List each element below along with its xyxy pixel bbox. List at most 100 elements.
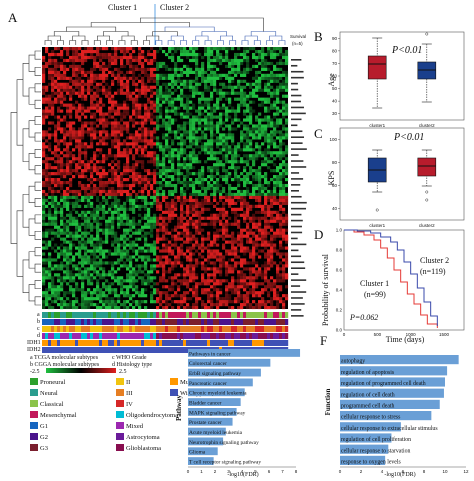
- heatmap-cell: [216, 282, 220, 286]
- heatmap-cell: [129, 175, 133, 179]
- heatmap-cell: [99, 148, 103, 152]
- heatmap-cell: [111, 73, 115, 77]
- heatmap-cell: [81, 67, 85, 72]
- heatmap-cell: [273, 237, 277, 241]
- heatmap-cell: [63, 216, 67, 220]
- heatmap-cell: [231, 231, 235, 235]
- heatmap-cell: [42, 145, 46, 149]
- heatmap-cell: [189, 210, 193, 214]
- heatmap-cell: [81, 216, 85, 220]
- heatmap-cell: [99, 297, 103, 301]
- heatmap-cell: [243, 85, 247, 89]
- heatmap-cell: [135, 133, 139, 137]
- heatmap-cell: [90, 145, 94, 149]
- heatmap-cell: [207, 124, 211, 128]
- heatmap-cell: [102, 300, 106, 304]
- heatmap-cell: [135, 198, 139, 203]
- heatmap-cell: [141, 228, 145, 232]
- heatmap-cell: [114, 130, 118, 134]
- heatmap-cell: [132, 145, 136, 149]
- heatmap-cell: [255, 169, 259, 173]
- heatmap-cell: [63, 225, 67, 229]
- heatmap-cell: [129, 279, 133, 283]
- heatmap-cell: [177, 151, 181, 155]
- heatmap-cell: [210, 291, 214, 295]
- heatmap-cell: [183, 70, 187, 74]
- heatmap-cell: [243, 142, 247, 146]
- heatmap-cell: [120, 180, 124, 185]
- heatmap-cell: [162, 64, 166, 69]
- heatmap-cell: [150, 249, 154, 253]
- heatmap-cell: [144, 130, 148, 134]
- heatmap-cell: [87, 133, 91, 137]
- heatmap-cell: [138, 47, 142, 51]
- heatmap-cell: [48, 258, 52, 262]
- heatmap-cell: [105, 180, 109, 185]
- heatmap-cell: [183, 231, 187, 235]
- heatmap-cell: [255, 273, 259, 277]
- heatmap-cell: [84, 175, 88, 179]
- heatmap-cell: [168, 166, 172, 170]
- heatmap-cell: [135, 163, 139, 167]
- gene-label: [291, 178, 304, 180]
- heatmap-cell: [48, 172, 52, 176]
- heatmap-cell: [210, 219, 214, 223]
- heatmap-cell: [87, 49, 91, 54]
- heatmap-cell: [135, 139, 139, 143]
- heatmap-cell: [201, 118, 205, 122]
- heatmap-cell: [138, 175, 142, 179]
- heatmap-cell: [141, 121, 145, 125]
- heatmap-cell: [255, 183, 259, 188]
- heatmap-cell: [138, 195, 142, 200]
- heatmap-cell: [45, 172, 49, 176]
- heatmap-cell: [183, 175, 187, 179]
- heatmap-cell: [171, 243, 175, 247]
- heatmap-cell: [45, 267, 49, 271]
- heatmap-cell: [141, 85, 145, 89]
- heatmap-cell: [192, 198, 196, 203]
- heatmap-cell: [210, 175, 214, 179]
- heatmap-cell: [252, 55, 256, 60]
- heatmap-cell: [252, 219, 256, 223]
- heatmap-cell: [147, 67, 151, 72]
- heatmap-cell: [54, 288, 58, 292]
- heatmap-cell: [117, 73, 121, 77]
- heatmap-cell: [66, 222, 70, 226]
- heatmap-cell: [210, 294, 214, 298]
- heatmap-cell: [240, 139, 244, 143]
- heatmap-cell: [177, 294, 181, 298]
- heatmap-cell: [123, 279, 127, 283]
- gene-label: [291, 106, 304, 109]
- heatmap-cell: [282, 231, 286, 235]
- heatmap-cell: [258, 145, 262, 149]
- heatmap-cell: [237, 261, 241, 265]
- heatmap-cell: [144, 58, 148, 63]
- heatmap-cell: [144, 186, 148, 191]
- heatmap-cell: [54, 210, 58, 214]
- heatmap-cell: [225, 58, 229, 63]
- heatmap-cell: [183, 234, 187, 238]
- heatmap-cell: [255, 88, 259, 92]
- heatmap-cell: [165, 216, 169, 220]
- heatmap-cell: [246, 55, 250, 60]
- heatmap-cell: [252, 195, 256, 200]
- heatmap-cell: [117, 183, 121, 188]
- heatmap-cell: [117, 279, 121, 283]
- heatmap-cell: [159, 160, 163, 164]
- heatmap-cell: [198, 136, 202, 140]
- heatmap-cell: [111, 47, 115, 51]
- heatmap-cell: [282, 106, 286, 110]
- heatmap-cell: [207, 231, 211, 235]
- heatmap-cell: [270, 130, 274, 134]
- heatmap-cell: [243, 216, 247, 220]
- heatmap-cell: [150, 160, 154, 164]
- heatmap-cell: [228, 151, 232, 155]
- heatmap-cell: [105, 82, 109, 86]
- heatmap-cell: [45, 222, 49, 226]
- heatmap-cell: [240, 261, 244, 265]
- heatmap-cell: [42, 172, 46, 176]
- heatmap-cell: [264, 180, 268, 185]
- heatmap-cell: [285, 49, 289, 54]
- dendrogram-branch: [28, 284, 35, 302]
- heatmap-cell: [201, 124, 205, 128]
